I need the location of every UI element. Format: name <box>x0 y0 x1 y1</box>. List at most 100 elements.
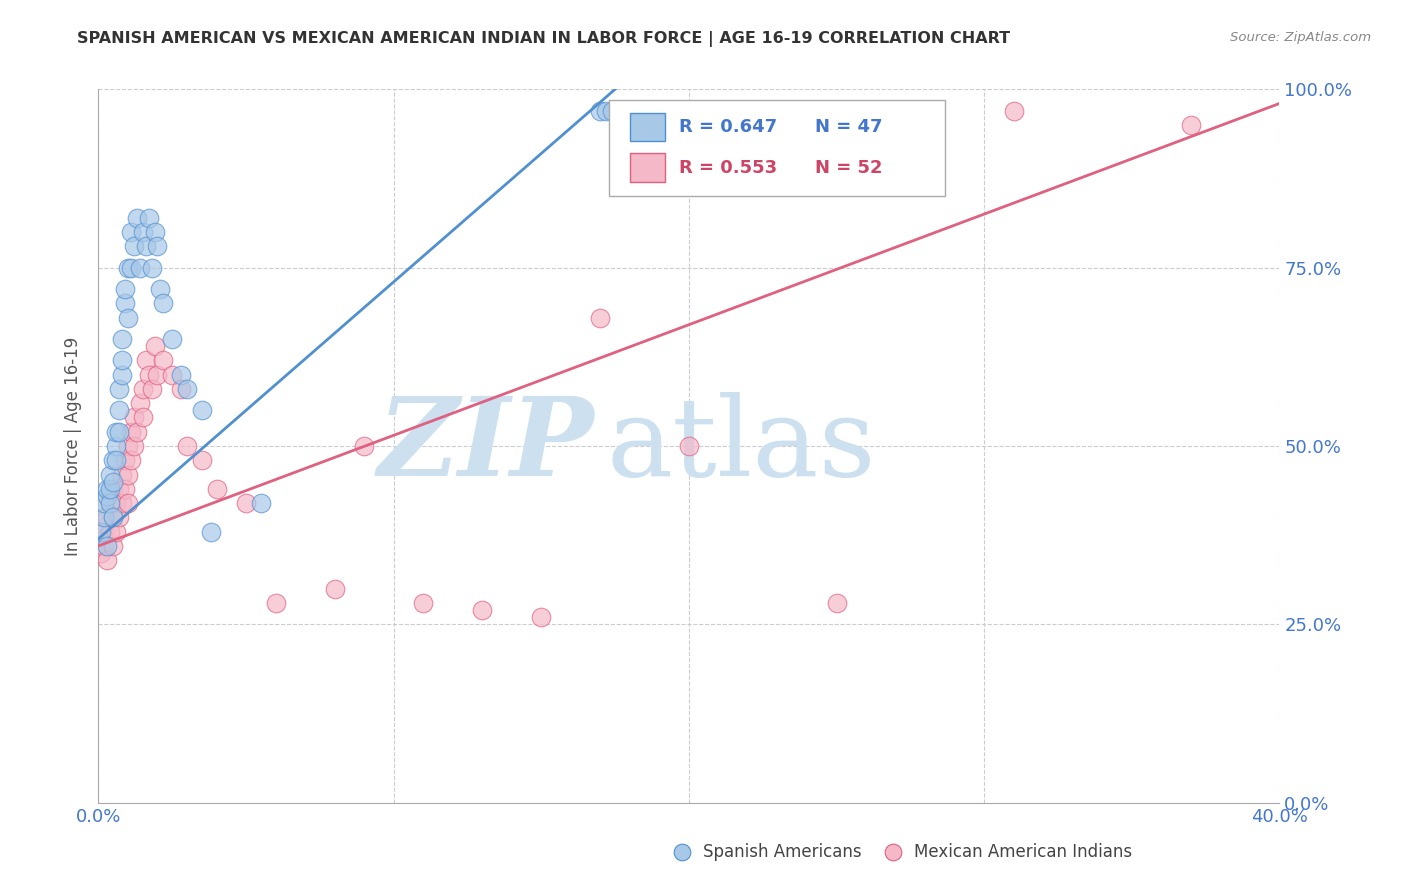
Point <box>117 467 139 482</box>
Point <box>191 453 214 467</box>
Point <box>96 489 118 503</box>
Point <box>98 467 121 482</box>
Point <box>1002 103 1025 118</box>
Point <box>128 260 150 275</box>
Text: R = 0.553: R = 0.553 <box>679 159 778 177</box>
Point <box>103 453 125 467</box>
Point <box>191 403 214 417</box>
Point <box>108 382 131 396</box>
Point <box>105 439 128 453</box>
Point <box>122 410 145 425</box>
Point <box>162 368 183 382</box>
Point <box>96 510 118 524</box>
Point <box>98 496 121 510</box>
Bar <box>630 153 665 182</box>
Point <box>108 510 131 524</box>
Point <box>105 496 128 510</box>
Text: Source: ZipAtlas.com: Source: ZipAtlas.com <box>1230 31 1371 45</box>
Point <box>108 425 131 439</box>
Point <box>146 368 169 382</box>
Point <box>1180 118 1202 132</box>
Point <box>93 510 115 524</box>
Text: atlas: atlas <box>606 392 876 500</box>
Point <box>114 282 136 296</box>
Point <box>93 496 115 510</box>
Text: R = 0.647: R = 0.647 <box>679 118 778 136</box>
Point <box>93 539 115 553</box>
Point <box>132 410 155 425</box>
Point <box>96 539 118 553</box>
Point <box>141 260 163 275</box>
Point <box>114 482 136 496</box>
Point <box>98 496 121 510</box>
Point <box>600 103 623 118</box>
Point <box>128 396 150 410</box>
Text: N = 52: N = 52 <box>815 159 883 177</box>
Point <box>111 332 134 346</box>
Text: Spanish Americans: Spanish Americans <box>703 843 862 861</box>
Point <box>143 225 166 239</box>
Point <box>103 510 125 524</box>
Point <box>114 296 136 310</box>
Text: Mexican American Indians: Mexican American Indians <box>914 843 1132 861</box>
Point <box>103 482 125 496</box>
Point <box>103 539 125 553</box>
Point <box>120 225 142 239</box>
Point <box>120 260 142 275</box>
Point <box>117 310 139 325</box>
Point <box>120 425 142 439</box>
Point <box>353 439 375 453</box>
Point <box>93 524 115 539</box>
Point <box>103 510 125 524</box>
Point <box>530 610 553 624</box>
Point <box>589 103 612 118</box>
Point <box>170 382 193 396</box>
Y-axis label: In Labor Force | Age 16-19: In Labor Force | Age 16-19 <box>65 336 83 556</box>
Point <box>132 225 155 239</box>
Point <box>105 425 128 439</box>
Point <box>120 453 142 467</box>
Point <box>111 368 134 382</box>
Point <box>114 453 136 467</box>
Point <box>149 282 172 296</box>
Point <box>90 524 112 539</box>
Point <box>98 524 121 539</box>
Point <box>471 603 494 617</box>
Point <box>141 382 163 396</box>
Point <box>138 211 160 225</box>
Point <box>250 496 273 510</box>
Point <box>96 553 118 567</box>
Point <box>96 482 118 496</box>
Point <box>132 382 155 396</box>
Point <box>125 211 148 225</box>
Point <box>117 260 139 275</box>
Text: ZIP: ZIP <box>378 392 595 500</box>
Point <box>162 332 183 346</box>
Point <box>122 439 145 453</box>
Point <box>589 310 612 325</box>
Point <box>176 382 198 396</box>
Point <box>108 403 131 417</box>
Point <box>825 596 848 610</box>
Point <box>105 453 128 467</box>
Point <box>412 596 434 610</box>
Bar <box>630 112 665 141</box>
FancyBboxPatch shape <box>609 100 945 196</box>
Point <box>176 439 198 453</box>
Point <box>205 482 228 496</box>
Point <box>105 524 128 539</box>
Point <box>135 239 157 253</box>
Point <box>98 482 121 496</box>
Point <box>117 496 139 510</box>
Point <box>200 524 222 539</box>
Point <box>111 353 134 368</box>
Point <box>125 425 148 439</box>
Point <box>152 296 174 310</box>
Point <box>146 239 169 253</box>
Point <box>111 496 134 510</box>
Point <box>103 475 125 489</box>
Point <box>264 596 287 610</box>
Point <box>135 353 157 368</box>
Point <box>117 439 139 453</box>
Point <box>235 496 257 510</box>
